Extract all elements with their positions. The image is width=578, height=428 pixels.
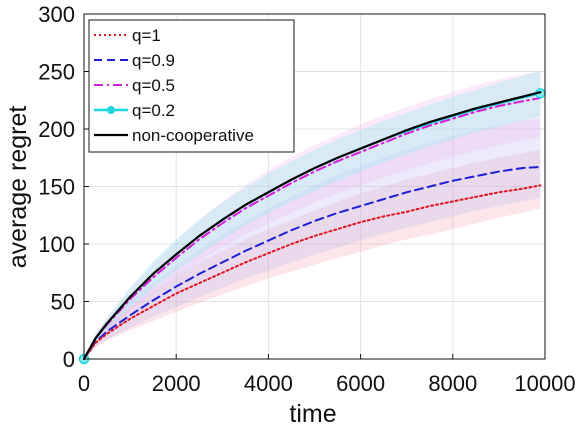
confidence-band-3 xyxy=(84,70,541,359)
axes-layer: 0 2000 4000 6000 8000 10000 0 50 100 150 200 250 300 xyxy=(38,2,575,396)
series-lines-layer xyxy=(78,88,546,365)
x-tick-label-5: 10000 xyxy=(514,371,575,396)
series-line-0 xyxy=(83,184,542,360)
legend-label-q02: q=0.2 xyxy=(132,101,175,120)
x-tick-label-1: 2000 xyxy=(152,371,201,396)
y-tick-label-1: 50 xyxy=(51,290,75,315)
confidence-bands-layer xyxy=(84,70,541,360)
legend-entry-q1: q=1 xyxy=(94,26,161,45)
legend-label-non-cooperative: non-cooperative xyxy=(132,126,254,145)
series-line-4 xyxy=(82,91,542,361)
legend-label-q09: q=0.9 xyxy=(132,51,175,70)
legend-label-q1: q=1 xyxy=(132,26,161,45)
confidence-band-0 xyxy=(84,149,541,359)
y-tick-label-5: 250 xyxy=(38,60,75,85)
confidence-band-1 xyxy=(84,118,541,360)
legend-box xyxy=(88,19,295,153)
x-tick-label-2: 4000 xyxy=(244,371,293,396)
y-tick-label-6: 300 xyxy=(38,2,75,27)
legend-label-q05: q=0.5 xyxy=(132,76,175,95)
legend-entry-non-cooperative: non-cooperative xyxy=(94,126,254,145)
legend: q=1 q=0.9 q=0.5 q=0.2 non-cooperative xyxy=(88,19,295,153)
legend-entry-q02: q=0.2 xyxy=(94,101,175,120)
confidence-band-2 xyxy=(84,71,541,359)
series-line-1 xyxy=(83,165,542,360)
x-tick-label-4: 8000 xyxy=(428,371,477,396)
y-axis-label: average regret xyxy=(4,106,32,269)
legend-entry-q09: q=0.9 xyxy=(94,51,175,70)
x-tick-label-0: 0 xyxy=(78,371,90,396)
x-axis-label: time xyxy=(289,400,336,428)
y-tick-label-2: 100 xyxy=(38,232,75,257)
x-tick-label-3: 6000 xyxy=(336,371,385,396)
series-line-2 xyxy=(83,96,542,360)
legend-marker-q02 xyxy=(107,106,115,114)
y-tick-label-0: 0 xyxy=(63,347,75,372)
y-tick-label-3: 150 xyxy=(38,175,75,200)
legend-entry-q05: q=0.5 xyxy=(94,76,175,95)
y-tick-label-4: 200 xyxy=(38,117,75,142)
